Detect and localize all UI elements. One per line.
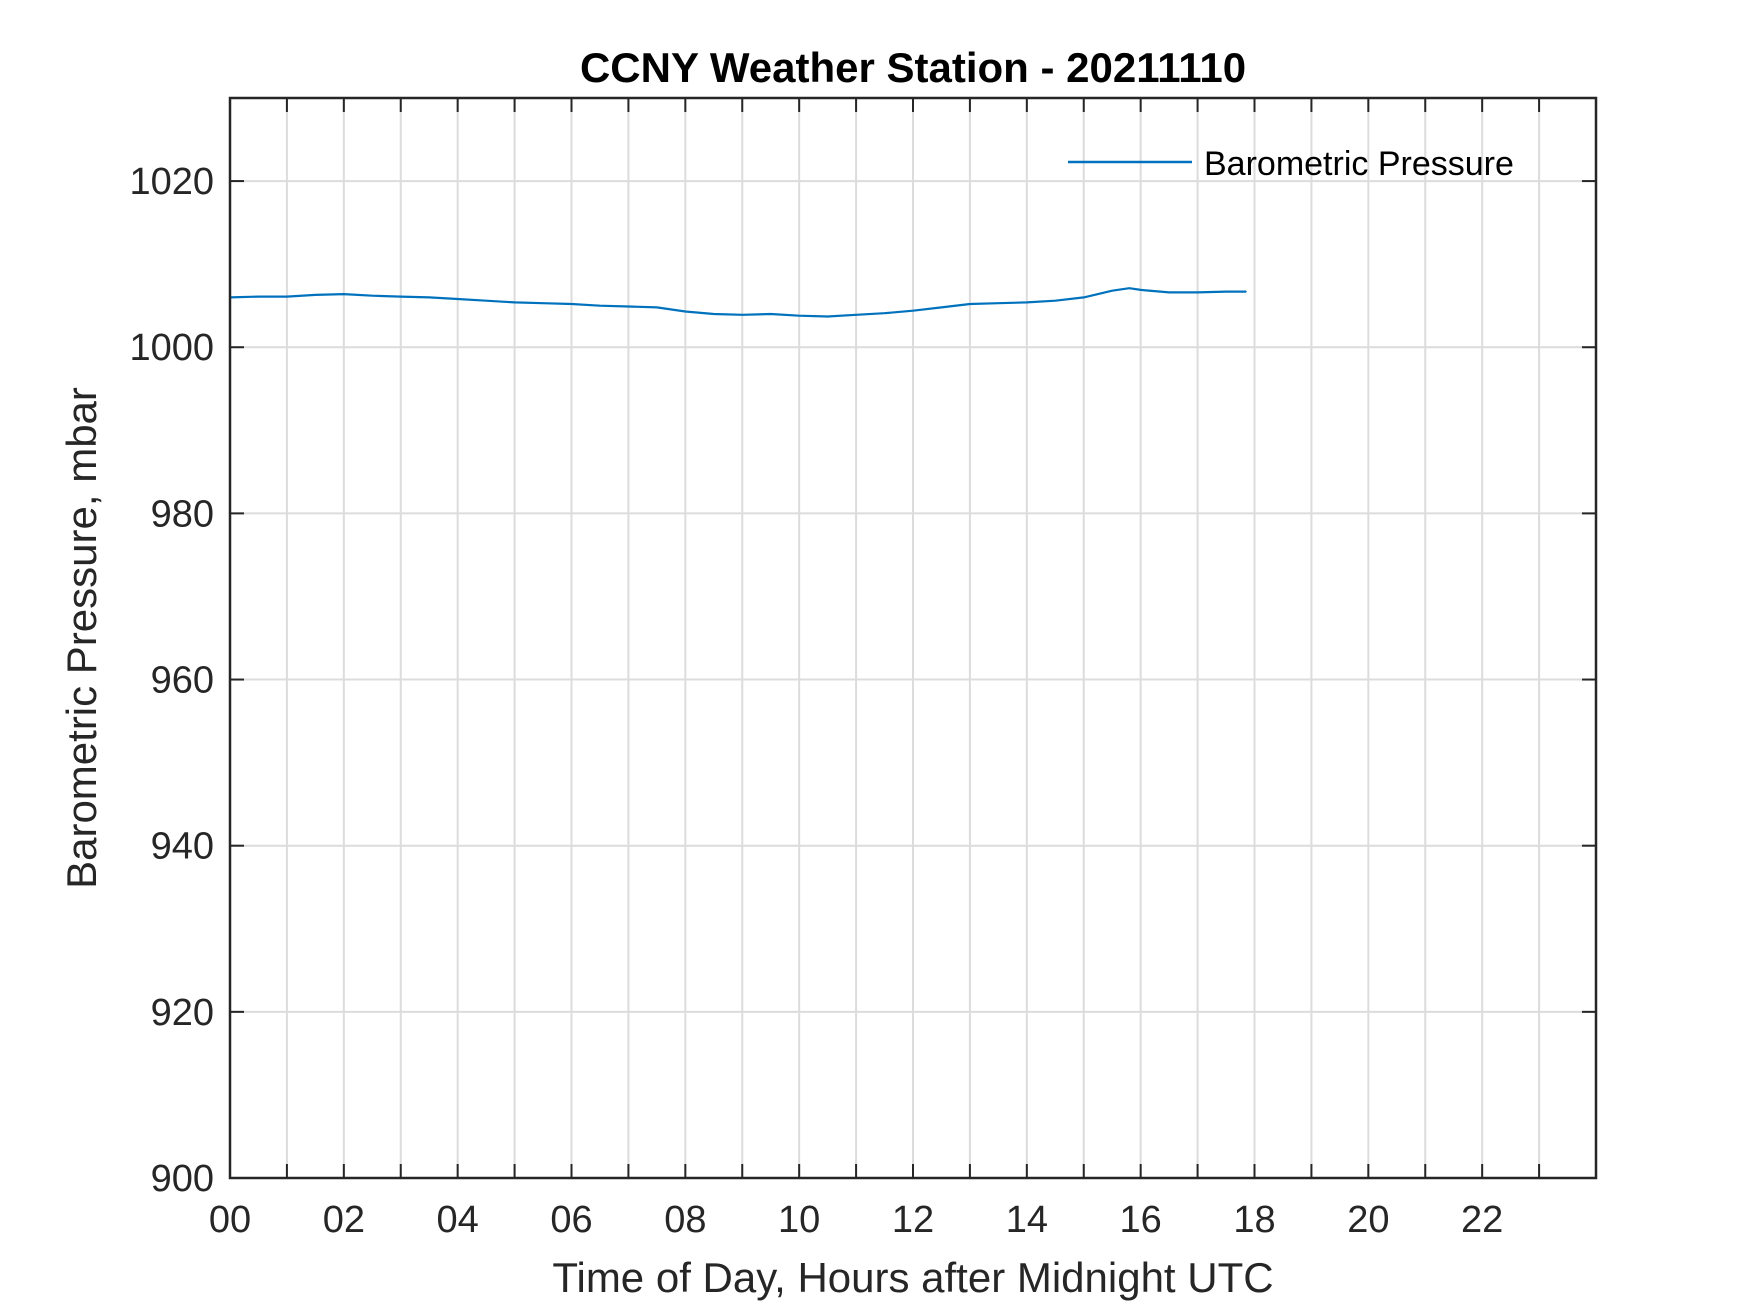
- legend-label-barometric-pressure: Barometric Pressure: [1204, 145, 1514, 183]
- data-point: [712, 313, 715, 315]
- data-point: [343, 293, 345, 295]
- data-point: [912, 309, 914, 312]
- x-tick-label: 14: [1006, 1199, 1048, 1241]
- data-point: [428, 296, 431, 299]
- data-point: [1225, 290, 1227, 293]
- data-point: [1026, 301, 1028, 304]
- data-point: [599, 304, 601, 307]
- data-point: [1196, 291, 1199, 294]
- data-point: [1111, 289, 1114, 292]
- data-point: [656, 306, 658, 309]
- data-point: [883, 312, 886, 314]
- x-tick-label: 08: [664, 1199, 706, 1241]
- data-point: [798, 314, 800, 317]
- data-point: [1054, 299, 1057, 302]
- y-axis-label: Barometric Pressure, mbar: [58, 387, 105, 889]
- data-point: [314, 294, 317, 296]
- x-tick-label: 12: [892, 1199, 934, 1241]
- data-point: [969, 303, 971, 305]
- legend: Barometric Pressure: [1068, 145, 1514, 183]
- data-point: [1139, 289, 1142, 291]
- data-point: [627, 305, 630, 308]
- x-tick-label: 06: [550, 1199, 592, 1241]
- y-tick-label: 920: [151, 992, 214, 1034]
- data-point: [257, 295, 260, 298]
- data-point: [485, 299, 487, 302]
- tick-labels: 00 02 04 06 08 10 12 14 16 18 20 22 900 920 940 960 980 1…: [129, 161, 1503, 1241]
- data-point: [741, 314, 744, 316]
- series-layer: [229, 287, 1247, 318]
- axis-ticks: [229, 98, 1596, 1179]
- data-point: [826, 315, 829, 318]
- x-tick-label: 20: [1347, 1199, 1389, 1241]
- y-tick-label: 1020: [129, 161, 214, 203]
- series-line-barometric-pressure: [229, 287, 1246, 318]
- data-point: [769, 313, 772, 315]
- data-point: [570, 303, 573, 305]
- data-point: [1082, 296, 1085, 299]
- x-tick-label: 04: [437, 1199, 479, 1241]
- x-tick-label: 02: [323, 1199, 365, 1241]
- data-point: [513, 301, 516, 304]
- y-tick-label: 980: [151, 493, 214, 535]
- data-point: [684, 310, 687, 313]
- data-point: [940, 306, 943, 309]
- data-point: [1168, 291, 1170, 294]
- data-point: [997, 302, 1000, 305]
- y-tick-label: 940: [151, 826, 214, 868]
- y-tick-label: 960: [151, 660, 214, 702]
- x-tick-label: 10: [778, 1199, 820, 1241]
- data-point: [399, 295, 402, 298]
- x-tick-label: 00: [209, 1199, 251, 1241]
- chart-title: CCNY Weather Station - 20211110: [580, 44, 1246, 91]
- x-tick-label: 18: [1233, 1199, 1275, 1241]
- axes-box: [228, 96, 1598, 1180]
- data-point: [456, 298, 459, 300]
- x-axis-label: Time of Day, Hours after Midnight UTC: [552, 1254, 1273, 1301]
- y-tick-label: 1000: [129, 327, 214, 369]
- data-point: [542, 302, 544, 305]
- data-point: [1128, 287, 1131, 290]
- data-point: [855, 314, 857, 316]
- x-tick-label: 22: [1461, 1199, 1503, 1241]
- x-tick-label: 16: [1120, 1199, 1162, 1241]
- data-point: [286, 295, 288, 298]
- y-tick-label: 900: [151, 1158, 214, 1200]
- data-point: [371, 294, 374, 297]
- data-point: [1245, 290, 1247, 293]
